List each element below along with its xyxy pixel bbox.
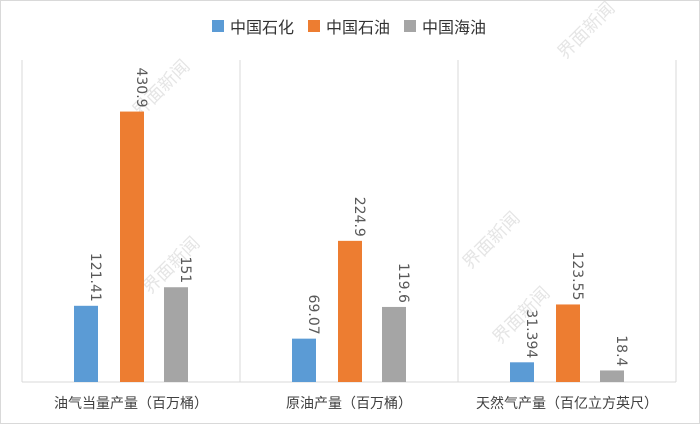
data-label-0-1: 430.9 <box>133 67 149 107</box>
legend-item-cnooc: 中国海油 <box>404 14 486 38</box>
bar-2-1 <box>556 304 580 382</box>
category-label-0: 油气当量产量（百万桶） <box>54 396 208 412</box>
data-label-2-2: 18.4 <box>613 335 629 366</box>
bar-1-1 <box>338 240 362 382</box>
bar-2-0 <box>510 362 534 382</box>
bar-2-2 <box>600 370 624 382</box>
legend-item-sinopec: 中国石化 <box>212 14 294 38</box>
chart-legend: 中国石化 中国石油 中国海油 <box>212 14 486 38</box>
bar-0-0 <box>74 305 98 382</box>
bar-0-2 <box>164 287 188 382</box>
legend-swatch-sinopec <box>212 20 224 32</box>
legend-swatch-petrochina <box>308 20 321 32</box>
bar-1-2 <box>382 306 406 382</box>
data-label-1-2: 119.6 <box>395 263 411 303</box>
data-label-1-0: 69.07 <box>305 295 321 335</box>
data-label-0-0: 121.41 <box>87 253 103 302</box>
watermark-text-1: 界面新闻 <box>554 0 620 64</box>
bar-0-1 <box>120 111 144 382</box>
category-label-1: 原油产量（百万桶） <box>286 396 412 412</box>
bar-1-0 <box>292 338 316 382</box>
legend-swatch-cnooc <box>404 20 417 32</box>
watermark-text-4: 界面新闻 <box>489 283 555 349</box>
data-label-2-0: 31.394 <box>523 309 539 358</box>
legend-label-petrochina: 中国石油 <box>326 18 391 37</box>
data-label-1-1: 224.9 <box>351 197 367 237</box>
data-label-0-2: 151 <box>177 256 193 283</box>
legend-label-sinopec: 中国石化 <box>230 18 295 37</box>
legend-item-petrochina: 中国石油 <box>308 14 390 38</box>
watermark-text-3: 界面新闻 <box>459 208 525 274</box>
category-label-2: 天然气产量（百亿立方英尺） <box>476 395 658 412</box>
data-label-2-1: 123.55 <box>569 251 585 300</box>
legend-label-cnooc: 中国海油 <box>422 18 487 37</box>
